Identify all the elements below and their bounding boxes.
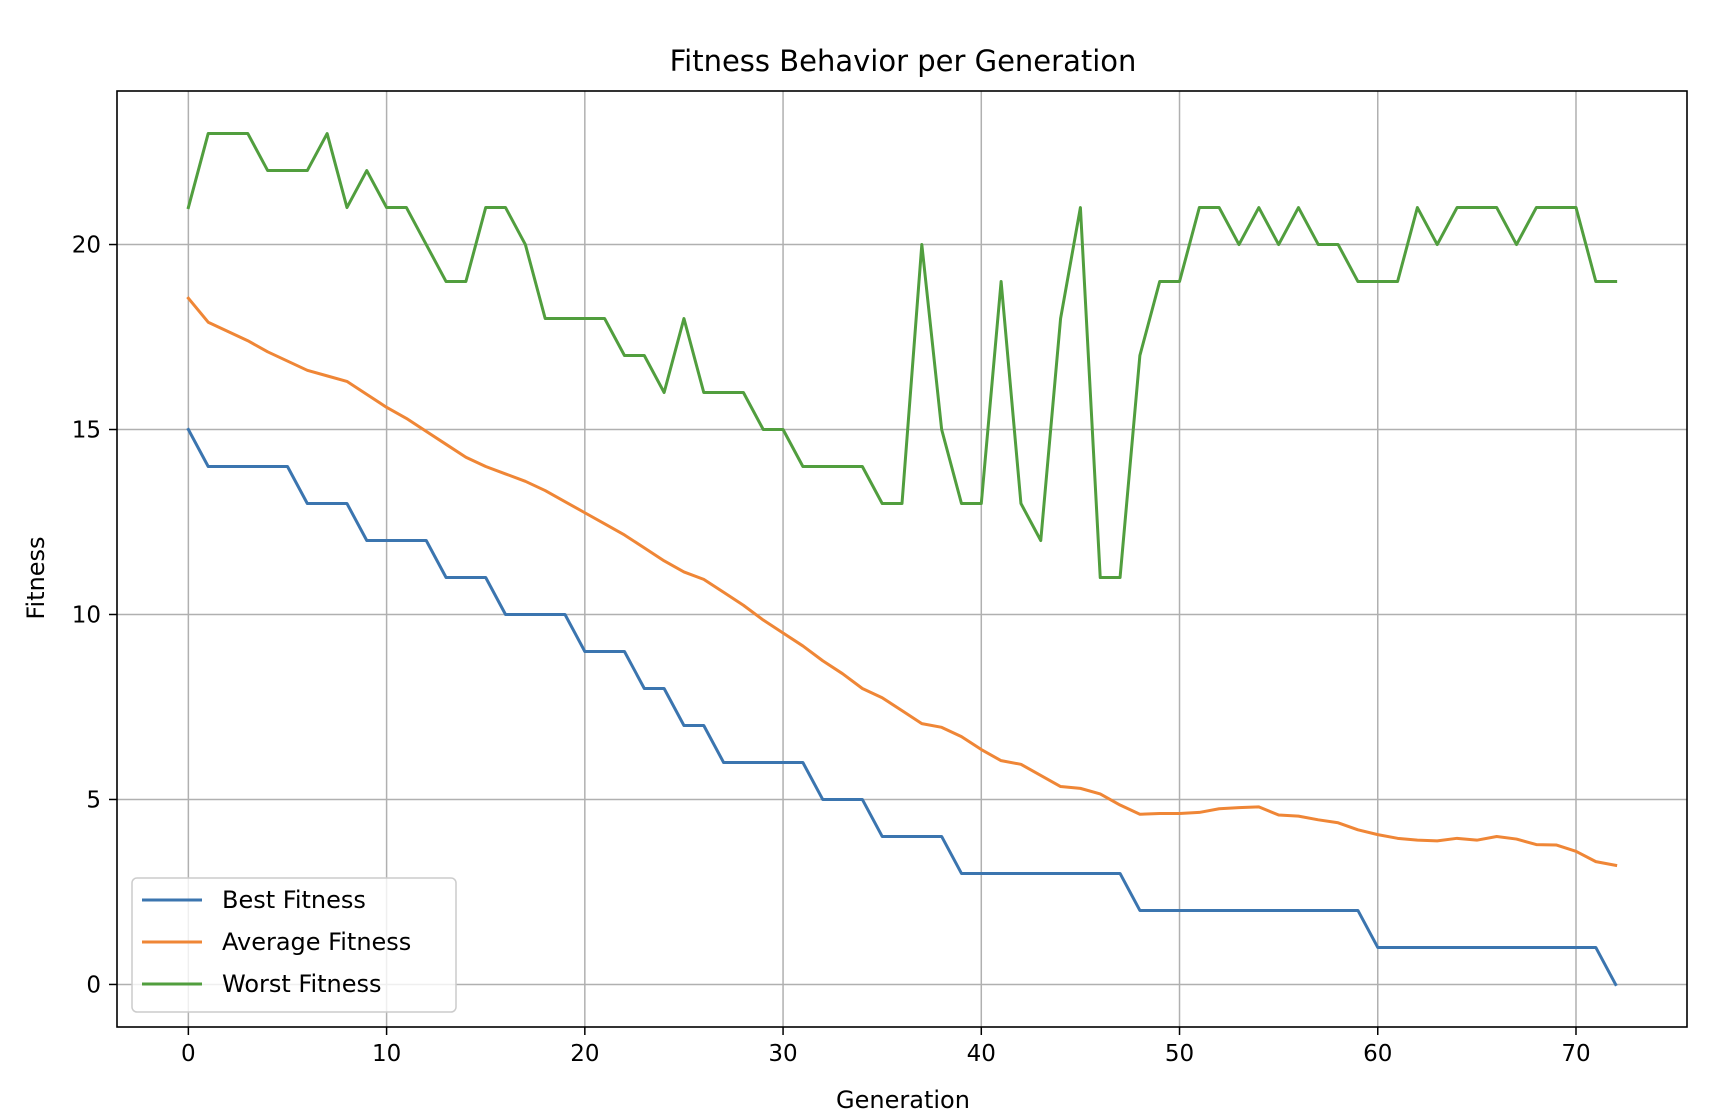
y-tick-label: 20	[72, 233, 101, 259]
legend-box	[131, 877, 457, 1013]
x-tick-label: 30	[768, 1041, 797, 1067]
y-axis-label: Fitness	[22, 536, 50, 619]
x-axis-label: Generation	[836, 1086, 970, 1114]
x-tick-label: 50	[1165, 1041, 1194, 1067]
legend-label-worst-fitness: Worst Fitness	[222, 970, 382, 998]
y-tick-label: 15	[72, 418, 101, 444]
y-tick-label: 10	[72, 602, 101, 628]
legend-label-average-fitness: Average Fitness	[222, 928, 411, 956]
x-tick-label: 40	[967, 1041, 996, 1067]
y-tick-label: 0	[86, 972, 101, 998]
x-tick-label: 10	[372, 1041, 401, 1067]
x-tick-label: 0	[181, 1041, 196, 1067]
plot-frame	[116, 90, 1688, 1028]
x-tick-label: 60	[1363, 1041, 1392, 1067]
x-tick-label: 20	[570, 1041, 599, 1067]
series-line-average-fitness	[186, 296, 1618, 868]
legend-label-best-fitness: Best Fitness	[222, 886, 366, 914]
axis-ticks: 0 10 20 30 40 50 60 70 0 5 10 15 20	[72, 233, 1591, 1067]
chart-title: Fitness Behavior per Generation	[670, 44, 1137, 78]
series-line-worst-fitness	[186, 132, 1618, 579]
x-tick-label: 70	[1561, 1041, 1590, 1067]
y-tick-label: 5	[86, 787, 101, 813]
legend: Best Fitness Average Fitness Worst Fitness	[131, 877, 457, 1013]
series-line-best-fitness	[186, 427, 1618, 987]
series-lines	[186, 132, 1618, 987]
